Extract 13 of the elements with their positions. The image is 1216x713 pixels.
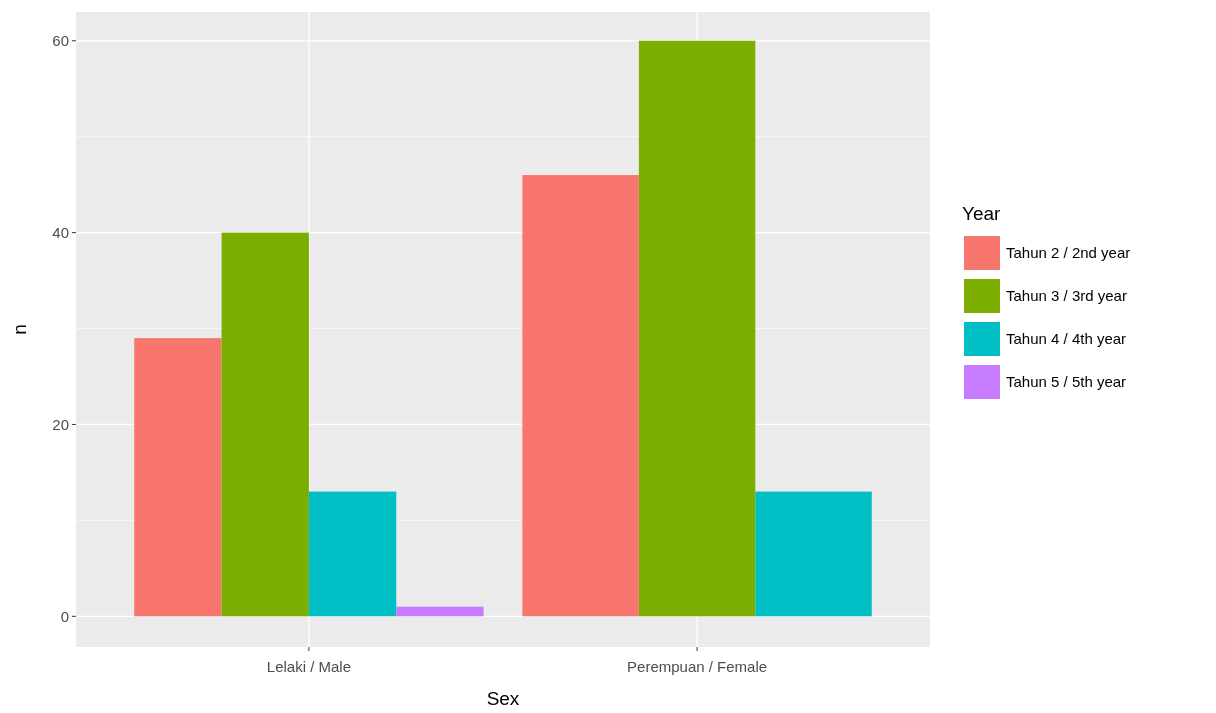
x-tick-label: Perempuan / Female — [627, 658, 768, 675]
legend-label: Tahun 5 / 5th year — [1006, 373, 1127, 391]
y-tick-label: 0 — [60, 607, 69, 625]
legend-label: Tahun 2 / 2nd year — [1006, 244, 1131, 262]
y-tick-label: 60 — [52, 32, 69, 50]
legend-label: Tahun 4 / 4th year — [1006, 330, 1127, 348]
y-tick-label: 40 — [52, 223, 69, 241]
x-axis-title: Sex — [486, 688, 520, 709]
legend-label: Tahun 3 / 3rd year — [1006, 287, 1127, 305]
legend-title: Year — [962, 203, 1002, 224]
y-tick-label: 20 — [52, 415, 69, 433]
y-axis-title: n — [9, 324, 30, 335]
x-tick-label: Lelaki / Male — [266, 658, 352, 675]
